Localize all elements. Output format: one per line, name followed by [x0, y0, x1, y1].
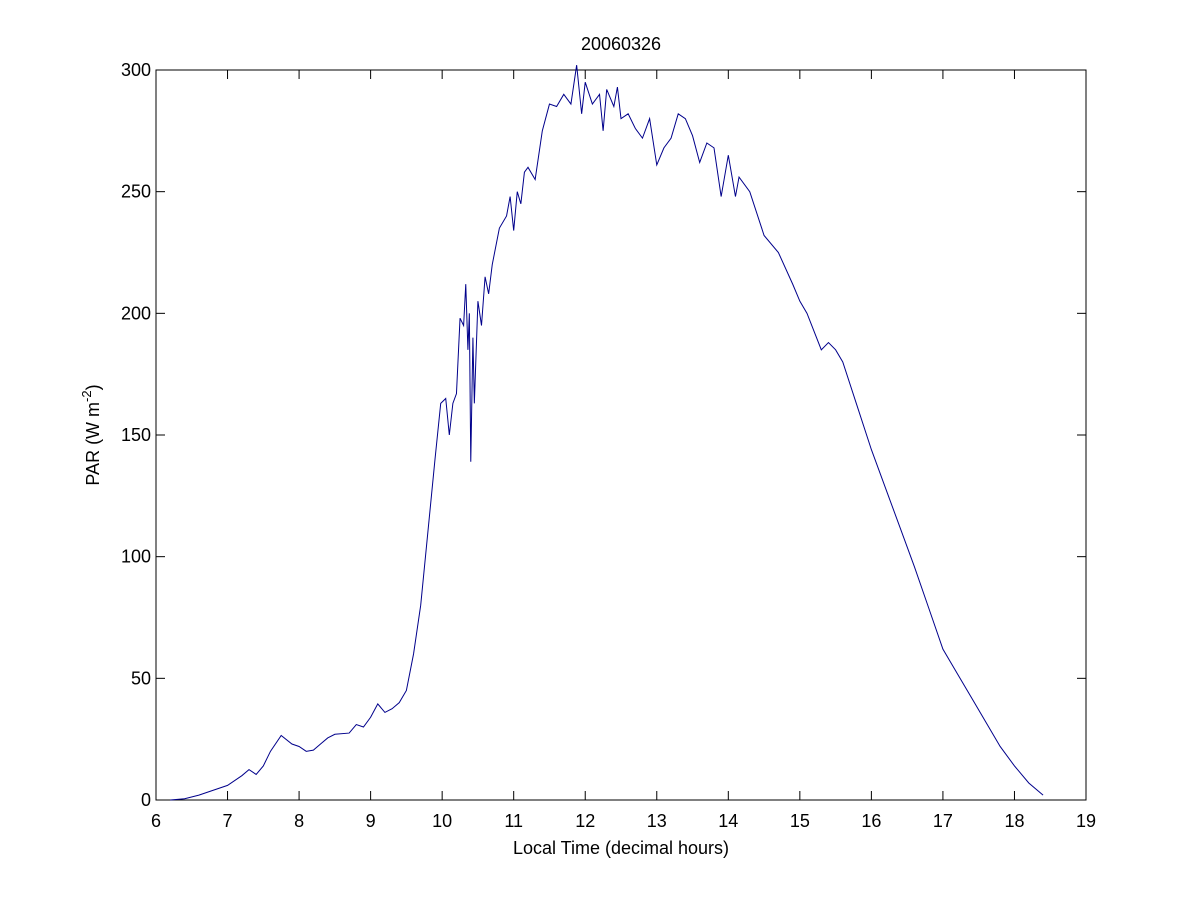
x-tick-label: 19: [1076, 811, 1096, 831]
x-tick-label: 6: [151, 811, 161, 831]
data-line: [170, 65, 1044, 801]
y-tick-label: 250: [121, 182, 151, 202]
x-tick-label: 12: [575, 811, 595, 831]
y-axis-label: PAR (W m-2): [79, 384, 103, 485]
x-tick-label: 16: [861, 811, 881, 831]
x-tick-label: 15: [790, 811, 810, 831]
y-tick-label: 300: [121, 60, 151, 80]
x-tick-label: 18: [1004, 811, 1024, 831]
y-axis-label-text: PAR (W m: [83, 402, 103, 486]
y-tick-label: 150: [121, 425, 151, 445]
y-tick-label: 0: [141, 790, 151, 810]
y-axis-label-end: ): [83, 384, 103, 390]
y-tick-label: 200: [121, 303, 151, 323]
x-tick-label: 14: [718, 811, 738, 831]
y-tick-label: 100: [121, 547, 151, 567]
x-tick-label: 9: [366, 811, 376, 831]
x-tick-label: 17: [933, 811, 953, 831]
x-tick-label: 7: [223, 811, 233, 831]
y-axis-label-sup: -2: [79, 390, 94, 402]
x-tick-label: 10: [432, 811, 452, 831]
x-axis-label: Local Time (decimal hours): [513, 838, 729, 858]
y-tick-label: 50: [131, 668, 151, 688]
x-tick-label: 13: [647, 811, 667, 831]
x-tick-label: 11: [504, 811, 523, 831]
chart-title: 20060326: [581, 34, 661, 54]
x-tick-label: 8: [294, 811, 304, 831]
